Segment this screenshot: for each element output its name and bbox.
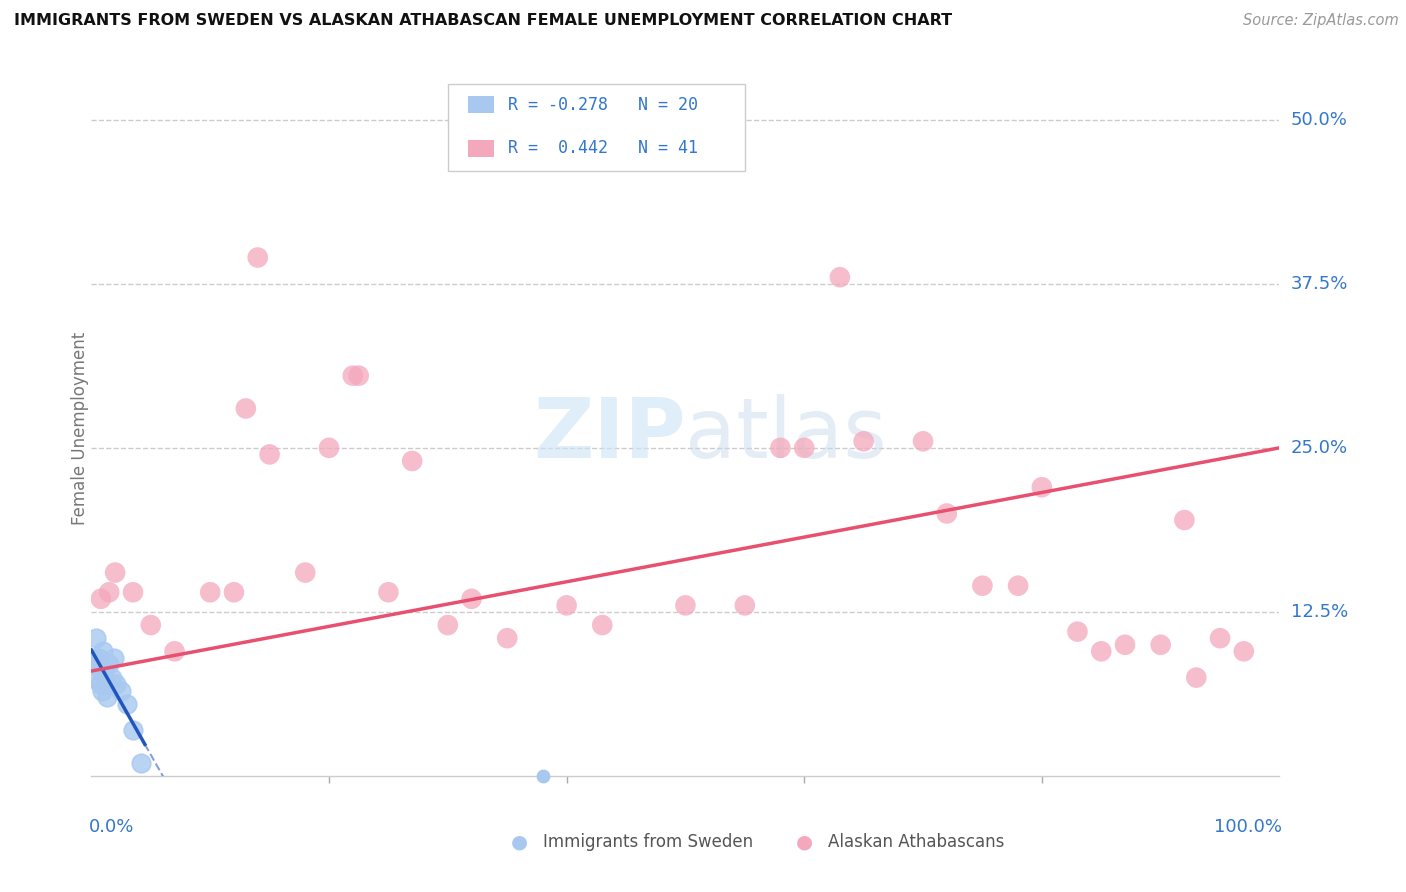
Point <box>83 651 105 665</box>
Point <box>259 447 281 461</box>
Point <box>89 677 111 691</box>
Point <box>1090 644 1112 658</box>
Point <box>591 618 613 632</box>
Point <box>115 697 138 711</box>
Point <box>1149 638 1171 652</box>
Text: 100.0%: 100.0% <box>1213 818 1282 836</box>
Point <box>105 677 128 691</box>
Point <box>104 566 127 580</box>
Point <box>828 270 851 285</box>
Point <box>122 585 145 599</box>
Text: 37.5%: 37.5% <box>1291 275 1348 293</box>
Point <box>347 368 370 383</box>
Point <box>1233 644 1256 658</box>
Point <box>98 585 121 599</box>
Point <box>98 657 121 672</box>
Point <box>972 579 994 593</box>
Point <box>673 599 696 613</box>
Point <box>436 618 458 632</box>
Text: Immigrants from Sweden: Immigrants from Sweden <box>543 833 754 851</box>
FancyBboxPatch shape <box>468 140 494 157</box>
Point <box>90 664 112 678</box>
Text: R =  0.442   N = 41: R = 0.442 N = 41 <box>509 139 699 157</box>
Point <box>793 441 815 455</box>
FancyBboxPatch shape <box>447 84 745 170</box>
Point <box>460 591 482 606</box>
Point <box>555 599 578 613</box>
Point <box>122 723 145 737</box>
Point <box>86 657 108 672</box>
Point <box>90 591 112 606</box>
Point <box>200 585 222 599</box>
Point <box>94 677 117 691</box>
Point <box>87 651 110 665</box>
Point <box>163 644 186 658</box>
Point <box>377 585 399 599</box>
Point <box>911 434 934 449</box>
Point <box>84 671 107 685</box>
Point <box>318 441 340 455</box>
Point <box>103 651 125 665</box>
Text: Alaskan Athabascans: Alaskan Athabascans <box>828 833 1004 851</box>
Point <box>401 454 423 468</box>
Point <box>935 507 957 521</box>
Point <box>129 756 152 770</box>
Point <box>1066 624 1088 639</box>
Point <box>235 401 257 416</box>
Point <box>1031 480 1053 494</box>
Text: R = -0.278   N = 20: R = -0.278 N = 20 <box>509 95 699 113</box>
Point <box>496 631 519 645</box>
Text: Source: ZipAtlas.com: Source: ZipAtlas.com <box>1243 13 1399 29</box>
Text: 12.5%: 12.5% <box>1291 603 1348 621</box>
Point <box>1173 513 1195 527</box>
Text: atlas: atlas <box>685 394 887 475</box>
Point <box>342 368 364 383</box>
Point <box>139 618 162 632</box>
Text: 25.0%: 25.0% <box>1291 439 1348 457</box>
Y-axis label: Female Unemployment: Female Unemployment <box>72 332 89 524</box>
Text: IMMIGRANTS FROM SWEDEN VS ALASKAN ATHABASCAN FEMALE UNEMPLOYMENT CORRELATION CHA: IMMIGRANTS FROM SWEDEN VS ALASKAN ATHABA… <box>14 13 952 29</box>
Point <box>93 664 115 678</box>
Text: ZIP: ZIP <box>533 394 685 475</box>
Text: 0.0%: 0.0% <box>89 818 135 836</box>
Point <box>84 631 107 645</box>
Point <box>1209 631 1232 645</box>
Point <box>769 441 792 455</box>
Point <box>294 566 316 580</box>
Point <box>110 683 132 698</box>
Point <box>734 599 756 613</box>
Text: ●: ● <box>510 832 527 852</box>
Point <box>246 251 269 265</box>
Point <box>1114 638 1136 652</box>
Text: 50.0%: 50.0% <box>1291 111 1347 128</box>
Point <box>222 585 245 599</box>
Point <box>96 690 118 705</box>
Point <box>91 644 114 658</box>
Text: ●: ● <box>796 832 813 852</box>
Point <box>1185 671 1208 685</box>
FancyBboxPatch shape <box>468 96 494 113</box>
Point <box>1007 579 1029 593</box>
Point <box>852 434 875 449</box>
Point <box>100 671 122 685</box>
Point <box>91 683 114 698</box>
Point <box>84 769 107 783</box>
